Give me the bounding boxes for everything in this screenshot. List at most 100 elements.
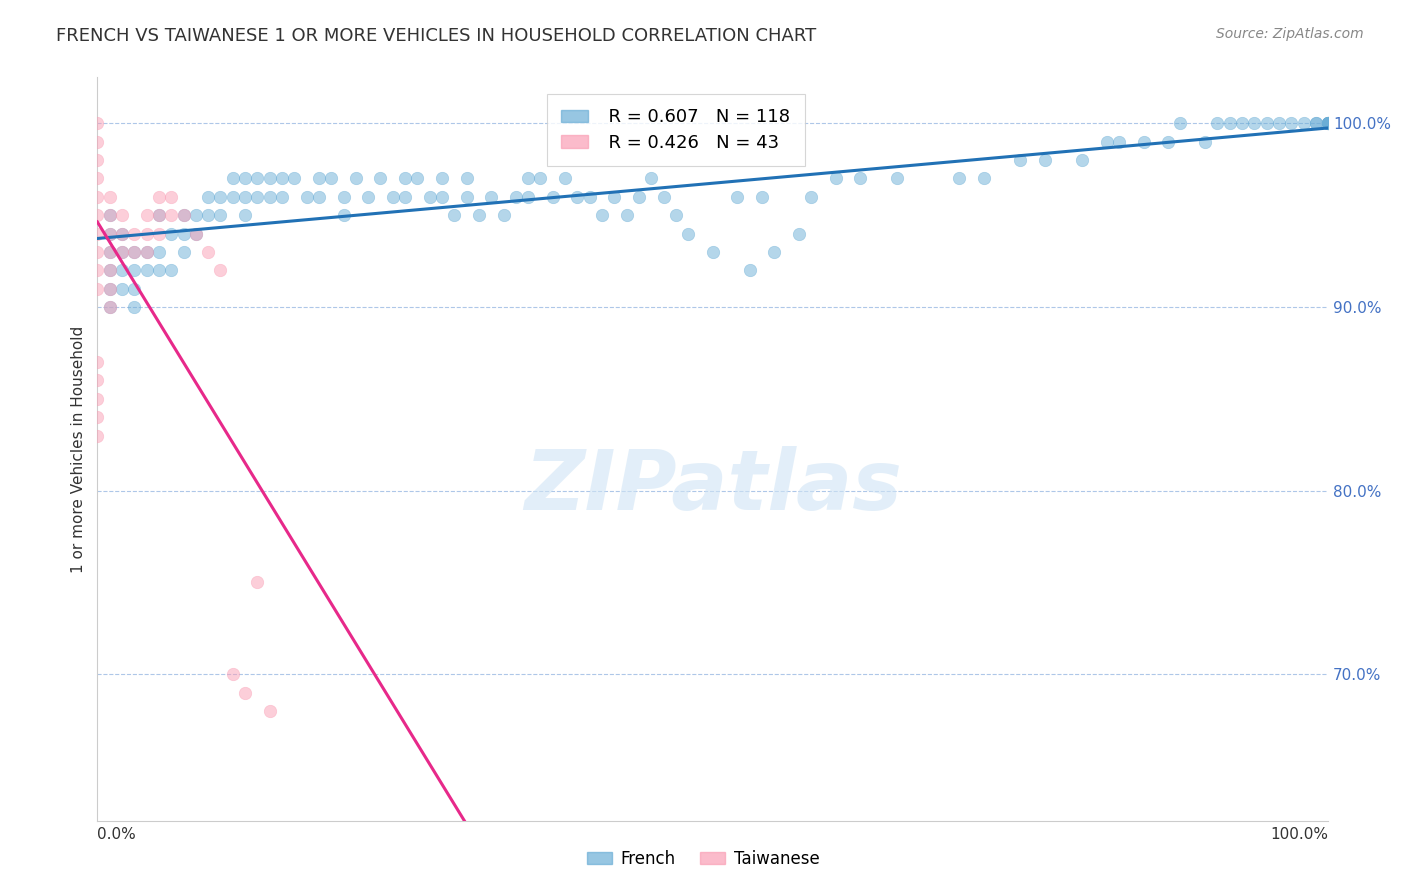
Point — [173, 244, 195, 259]
Point — [86, 263, 108, 277]
Point — [308, 171, 330, 186]
Point — [98, 244, 121, 259]
Point — [111, 282, 134, 296]
Point — [554, 171, 576, 186]
Point — [259, 190, 281, 204]
Point — [567, 190, 589, 204]
Point — [246, 171, 269, 186]
Point — [1230, 116, 1253, 130]
Point — [86, 410, 108, 425]
Point — [886, 171, 908, 186]
Point — [456, 190, 478, 204]
Point — [98, 300, 121, 314]
Point — [124, 244, 146, 259]
Point — [381, 190, 404, 204]
Point — [222, 171, 245, 186]
Point — [702, 244, 724, 259]
Point — [1206, 116, 1229, 130]
Legend:   R = 0.607   N = 118,   R = 0.426   N = 43: R = 0.607 N = 118, R = 0.426 N = 43 — [547, 94, 804, 166]
Point — [492, 208, 515, 222]
Point — [98, 227, 121, 241]
Point — [787, 227, 810, 241]
Point — [1317, 116, 1340, 130]
Point — [135, 263, 157, 277]
Point — [148, 190, 170, 204]
Point — [973, 171, 995, 186]
Point — [505, 190, 527, 204]
Point — [197, 190, 219, 204]
Point — [111, 227, 134, 241]
Point — [1256, 116, 1278, 130]
Point — [627, 190, 650, 204]
Point — [86, 190, 108, 204]
Point — [209, 208, 232, 222]
Point — [209, 263, 232, 277]
Point — [283, 171, 305, 186]
Point — [98, 300, 121, 314]
Point — [98, 208, 121, 222]
Point — [1194, 135, 1216, 149]
Point — [406, 171, 429, 186]
Point — [233, 190, 256, 204]
Point — [1317, 116, 1340, 130]
Point — [603, 190, 626, 204]
Point — [295, 190, 318, 204]
Point — [98, 208, 121, 222]
Point — [529, 171, 551, 186]
Point — [271, 171, 294, 186]
Point — [332, 190, 354, 204]
Point — [86, 392, 108, 406]
Point — [148, 208, 170, 222]
Point — [209, 190, 232, 204]
Point — [148, 244, 170, 259]
Point — [98, 282, 121, 296]
Point — [616, 208, 638, 222]
Point — [173, 208, 195, 222]
Text: 0.0%: 0.0% — [97, 827, 136, 842]
Point — [1317, 116, 1340, 130]
Y-axis label: 1 or more Vehicles in Household: 1 or more Vehicles in Household — [72, 326, 86, 573]
Point — [124, 263, 146, 277]
Point — [344, 171, 367, 186]
Point — [160, 208, 183, 222]
Point — [751, 190, 773, 204]
Point — [160, 190, 183, 204]
Point — [135, 208, 157, 222]
Point — [517, 171, 540, 186]
Point — [479, 190, 502, 204]
Point — [86, 116, 108, 130]
Point — [578, 190, 600, 204]
Point — [111, 244, 134, 259]
Point — [1317, 116, 1340, 130]
Point — [148, 227, 170, 241]
Point — [824, 171, 846, 186]
Point — [394, 171, 416, 186]
Point — [124, 227, 146, 241]
Point — [124, 300, 146, 314]
Point — [1268, 116, 1291, 130]
Text: FRENCH VS TAIWANESE 1 OR MORE VEHICLES IN HOUSEHOLD CORRELATION CHART: FRENCH VS TAIWANESE 1 OR MORE VEHICLES I… — [56, 27, 817, 45]
Point — [738, 263, 761, 277]
Point — [1095, 135, 1118, 149]
Point — [233, 171, 256, 186]
Point — [419, 190, 441, 204]
Point — [1157, 135, 1180, 149]
Point — [184, 227, 207, 241]
Point — [1243, 116, 1265, 130]
Point — [640, 171, 662, 186]
Point — [184, 227, 207, 241]
Point — [430, 171, 453, 186]
Point — [591, 208, 613, 222]
Point — [259, 704, 281, 718]
Point — [1305, 116, 1327, 130]
Point — [98, 282, 121, 296]
Point — [394, 190, 416, 204]
Point — [222, 667, 245, 681]
Point — [665, 208, 688, 222]
Point — [676, 227, 699, 241]
Point — [468, 208, 491, 222]
Point — [1071, 153, 1094, 167]
Point — [233, 208, 256, 222]
Point — [259, 171, 281, 186]
Point — [86, 227, 108, 241]
